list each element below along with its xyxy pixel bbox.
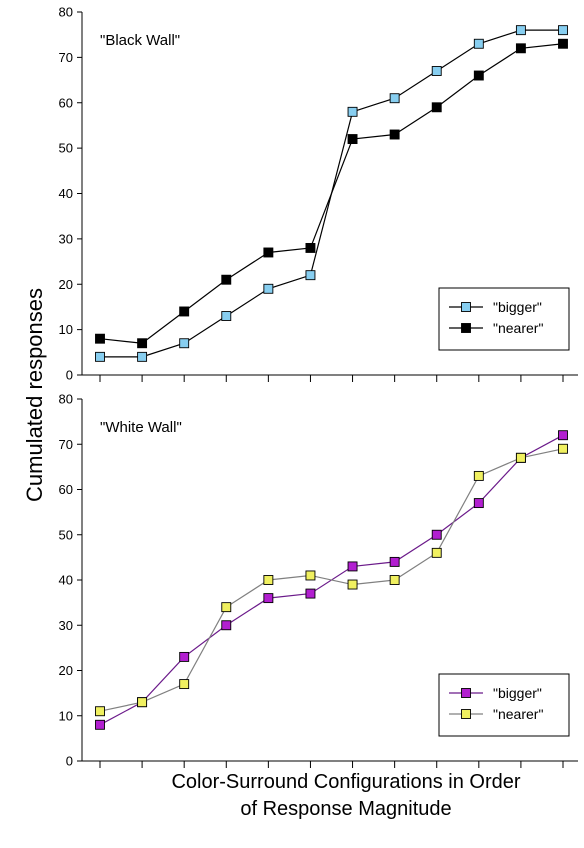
data-point — [179, 651, 190, 662]
data-point — [389, 129, 400, 140]
legend-box — [438, 673, 570, 737]
data-point — [263, 575, 274, 585]
y-tick-label: 50 — [59, 527, 73, 542]
y-tick-label: 0 — [66, 754, 73, 769]
data-point — [137, 351, 148, 362]
data-point — [179, 338, 190, 349]
data-point — [473, 470, 484, 481]
data-point — [221, 602, 232, 613]
data-point — [263, 283, 274, 294]
data-point — [221, 311, 232, 321]
y-tick-label: 80 — [59, 392, 73, 407]
legend-marker — [461, 302, 471, 312]
data-point — [305, 570, 316, 581]
y-tick-label: 20 — [59, 277, 73, 292]
y-tick-label: 0 — [66, 368, 73, 383]
data-point — [179, 306, 190, 317]
data-point — [221, 274, 232, 285]
data-point — [431, 66, 442, 76]
data-point — [431, 529, 442, 540]
data-point — [179, 679, 190, 690]
y-tick-label: 10 — [59, 708, 73, 723]
y-tick-label: 10 — [59, 322, 73, 337]
data-point — [221, 620, 232, 631]
data-point — [431, 547, 442, 558]
data-point — [473, 70, 484, 81]
data-point — [263, 247, 274, 258]
data-point — [137, 697, 148, 708]
series-line-2 — [99, 448, 564, 712]
y-tick-label: 30 — [59, 618, 73, 633]
legend-label: "bigger" — [493, 685, 542, 701]
chart-panel-1: 0 10 20 30 40 50 60 70 80 "Black Wall" "bigger" "ne… — [59, 5, 578, 383]
y-tick-label: 40 — [59, 186, 73, 201]
data-point — [305, 242, 316, 253]
legend-label: "bigger" — [493, 299, 542, 315]
data-point — [347, 134, 358, 145]
data-point — [515, 43, 526, 54]
data-point — [305, 588, 316, 599]
legend-label: "nearer" — [493, 706, 543, 722]
data-point — [431, 102, 442, 113]
data-point — [263, 593, 274, 604]
y-tick-label: 80 — [59, 5, 73, 20]
data-point — [389, 556, 400, 567]
data-point — [305, 270, 316, 281]
data-point — [389, 93, 400, 104]
data-point — [515, 452, 526, 463]
data-point — [347, 561, 358, 572]
x-axis-label-line-2: of Response Magnitude — [240, 798, 451, 820]
data-point — [473, 498, 484, 509]
data-point — [558, 430, 568, 441]
y-tick-label: 70 — [59, 437, 73, 452]
data-point — [558, 38, 568, 49]
data-point — [95, 706, 105, 717]
data-point — [347, 579, 358, 590]
y-axis-label: Cumulated responses — [22, 288, 47, 502]
data-point — [95, 333, 105, 344]
data-point — [389, 575, 400, 585]
y-tick-label: 60 — [59, 482, 73, 497]
data-point — [137, 338, 148, 349]
y-tick-label: 20 — [59, 663, 73, 678]
y-tick-label: 50 — [59, 141, 73, 156]
data-point — [95, 351, 105, 362]
panel-title: "Black Wall" — [100, 32, 180, 49]
x-axis-label-line-1: Color-Surround Configurations in Order — [171, 771, 520, 793]
y-tick-label: 70 — [59, 50, 73, 65]
legend-label: "nearer" — [493, 320, 543, 336]
legend-marker — [461, 688, 471, 698]
legend-box — [438, 287, 570, 351]
y-tick-label: 40 — [59, 573, 73, 588]
y-tick-label: 60 — [59, 95, 73, 110]
data-point — [558, 443, 568, 454]
series-line-2 — [99, 43, 564, 344]
y-tick-label: 30 — [59, 231, 73, 246]
chart-panel-2: 0 10 20 30 40 50 60 70 80 "White Wall" "bigger" "ne… — [59, 392, 578, 769]
legend-marker — [461, 709, 471, 719]
panel-title: "White Wall" — [100, 419, 182, 436]
legend-marker — [461, 323, 471, 333]
data-point — [347, 106, 358, 117]
data-point — [558, 25, 568, 36]
data-point — [473, 38, 484, 49]
data-point — [515, 25, 526, 36]
data-point — [95, 719, 105, 730]
